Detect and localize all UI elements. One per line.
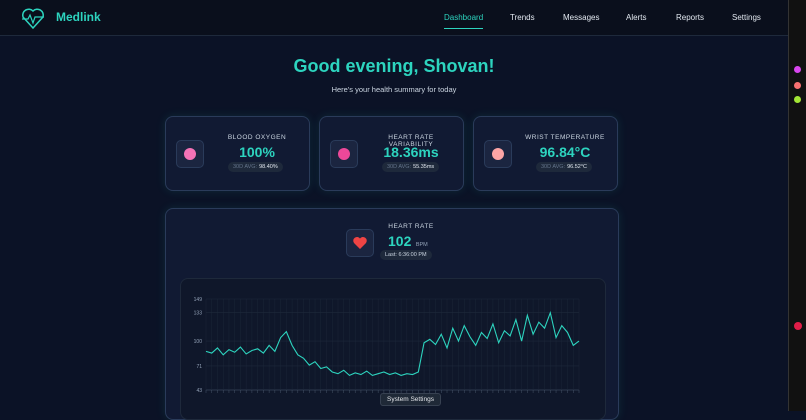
- metric-value: 100%: [239, 144, 275, 160]
- heart-rate-label: HEART RATE: [388, 223, 434, 230]
- heart-rate-card: HEART RATE 102 BPM Last: 6:36:00 PM 43 71…: [165, 208, 619, 420]
- nav-item[interactable]: Messages: [563, 13, 600, 22]
- heart-rate-reading: 102 BPM: [388, 233, 428, 251]
- avg-label: 30D AVG:: [387, 164, 412, 170]
- heart-rate-last: Last: 6:36:00 PM: [380, 250, 432, 260]
- greeting-title: Good evening, Shovan!: [293, 56, 495, 76]
- metric-icon: [484, 140, 512, 168]
- heart-icon: [346, 229, 374, 257]
- metric-card: HEART RATE VARIABILITY 18.36ms 30D AVG: 55.…: [319, 116, 464, 191]
- metric-icon: [176, 140, 204, 168]
- nav-item[interactable]: Dashboard: [444, 13, 484, 29]
- y-tick-label: 149: [194, 297, 203, 303]
- logo: [21, 8, 45, 30]
- metric-label: BLOOD OXYGEN: [227, 134, 287, 141]
- avg-value: 96.52°C: [567, 164, 587, 170]
- avg-value: 55.35ms: [413, 164, 435, 170]
- metric-avg: 30D AVG: 96.52°C: [536, 162, 592, 172]
- y-tick-label: 133: [194, 311, 203, 317]
- metric-card: BLOOD OXYGEN 100% 30D AVG: 98.40%: [165, 116, 310, 191]
- nav-item[interactable]: Trends: [510, 13, 535, 22]
- metric-value: 18.36ms: [383, 144, 439, 160]
- metric-icon: [330, 140, 358, 168]
- avg-label: 30D AVG:: [233, 164, 258, 170]
- greeting-subtitle: Here's your health summary for today: [331, 85, 457, 94]
- heart-rate-unit: BPM: [415, 242, 428, 248]
- nav-item[interactable]: Settings: [732, 13, 761, 22]
- nav-item[interactable]: Alerts: [626, 13, 647, 22]
- y-tick-label: 43: [196, 388, 202, 394]
- tooltip: System Settings: [380, 393, 441, 406]
- nav-bar: Medlink Dashboard Trends Messages Alerts Rep…: [0, 0, 788, 36]
- chart: 43 71 100 133 149: [194, 297, 580, 394]
- avg-value: 98.40%: [259, 164, 278, 170]
- heart-rate-value: 102: [388, 233, 412, 249]
- brand[interactable]: Medlink: [56, 10, 101, 24]
- y-tick-label: 71: [196, 364, 202, 370]
- metric-label: HEART RATE VARIABILITY: [388, 134, 434, 148]
- y-tick-label: 100: [194, 339, 203, 345]
- avg-label: 30D AVG:: [541, 164, 566, 170]
- heart-rate-line: [205, 310, 580, 377]
- metric-value: 96.84°C: [539, 144, 591, 160]
- metric-card: WRIST TEMPERATURE 96.84°C 30D AVG: 96.52°C: [473, 116, 618, 191]
- nav-item[interactable]: Reports: [676, 13, 705, 22]
- metric-label: WRIST TEMPERATURE: [525, 134, 605, 141]
- browser-sidebar: [788, 0, 806, 411]
- metric-avg: 30D AVG: 55.35ms: [382, 162, 440, 172]
- metric-avg: 30D AVG: 98.40%: [228, 162, 283, 172]
